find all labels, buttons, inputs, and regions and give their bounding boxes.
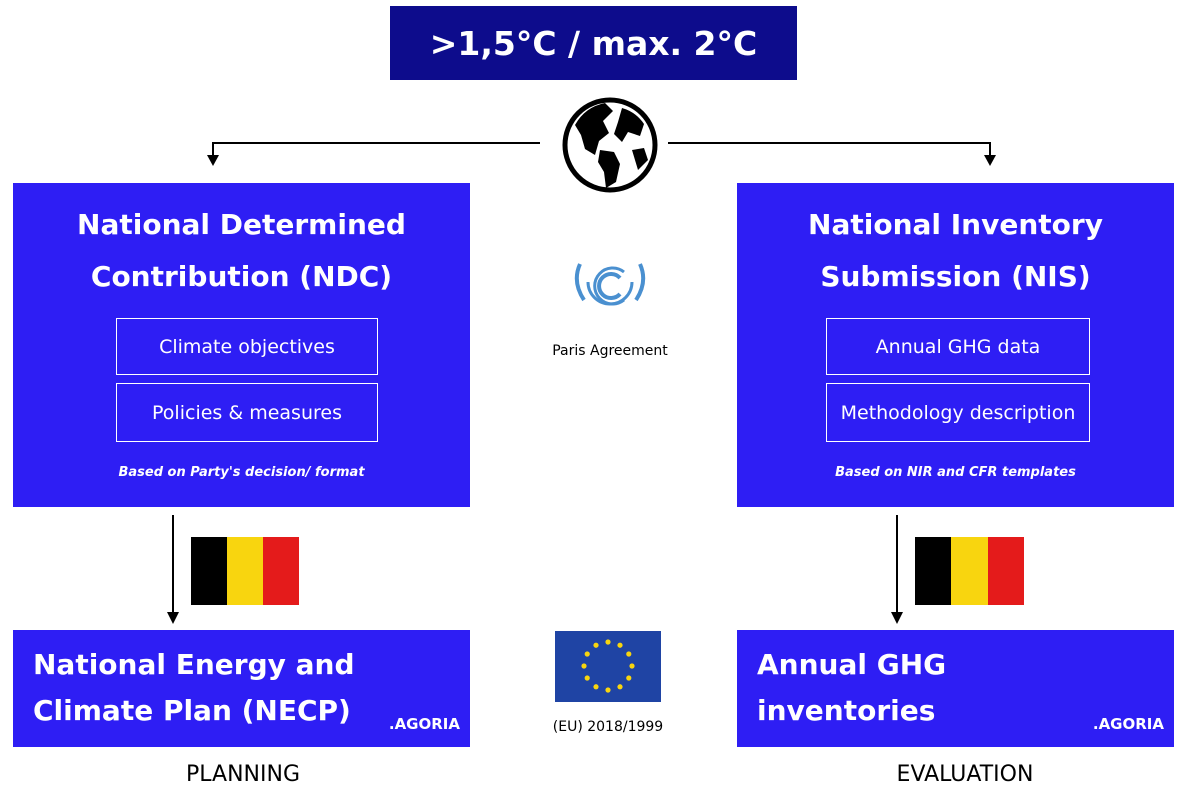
item-box: Climate objectives — [116, 318, 378, 375]
agreement-label: Paris Agreement — [552, 343, 668, 359]
arrowhead — [167, 612, 179, 624]
panel-title: National Inventory Submission (NIS) — [808, 208, 1103, 293]
arrowhead — [984, 155, 996, 166]
regulation-label: (EU) 2018/1999 — [552, 719, 664, 735]
eu-star — [626, 675, 632, 681]
brand: .AGORIA — [388, 715, 460, 733]
arrowheads — [167, 155, 996, 624]
arrowhead — [891, 612, 903, 624]
eu-star — [626, 651, 632, 657]
eu-star — [617, 684, 623, 690]
flag-stripe — [951, 537, 988, 605]
eu-star — [605, 639, 611, 645]
result-title: National Energy and Climate Plan (NECP) — [33, 648, 355, 727]
brand: .AGORIA — [1092, 715, 1164, 733]
arrowhead — [207, 155, 219, 166]
necp-panel: National Energy and Climate Plan (NECP) … — [13, 630, 470, 747]
arrows — [172, 142, 991, 615]
eu-flag — [555, 631, 661, 702]
flag-stripe — [191, 537, 227, 605]
arrow-left — [212, 142, 540, 158]
eu-star — [581, 663, 587, 669]
eu-star — [593, 642, 599, 648]
un-logo — [574, 263, 646, 306]
eu-star — [593, 684, 599, 690]
continent — [598, 150, 620, 188]
globe-icon — [562, 97, 658, 193]
item-box: Methodology description — [826, 383, 1090, 442]
panel-note: Based on NIR and CFR templates — [835, 465, 1076, 480]
ndc-panel: National Determined Contribution (NDC) C… — [13, 183, 470, 507]
arrow-right — [668, 142, 991, 158]
continent — [632, 148, 648, 170]
flag-stripe — [988, 537, 1024, 605]
eu-star — [629, 663, 635, 669]
panel-note: Based on Party's decision/ format — [118, 465, 365, 480]
flag-stripe — [227, 537, 263, 605]
eu-star — [617, 642, 623, 648]
item-box: Annual GHG data — [826, 318, 1090, 375]
item-box: Policies & measures — [116, 383, 378, 442]
phase-label: PLANNING — [186, 762, 300, 787]
nis-panel: National Inventory Submission (NIS) Annu… — [737, 183, 1174, 507]
phase-label: EVALUATION — [896, 762, 1034, 787]
panel-title: National Determined Contribution (NDC) — [77, 208, 406, 293]
continent — [575, 103, 613, 155]
result-title: Annual GHG inventories — [757, 648, 947, 727]
target-banner: >1,5°C / max. 2°C — [390, 6, 797, 80]
wreath — [574, 263, 646, 302]
ghg-panel: Annual GHG inventories .AGORIA — [737, 630, 1174, 747]
flag-stripe — [915, 537, 951, 605]
eu-star — [584, 675, 590, 681]
c-mark — [593, 266, 625, 306]
flag-right — [915, 537, 1024, 605]
eu-star — [584, 651, 590, 657]
continent — [614, 108, 644, 142]
flag-left — [191, 537, 299, 605]
c-mark — [597, 272, 622, 300]
eu-star — [605, 687, 611, 693]
flag-stripe — [263, 537, 299, 605]
